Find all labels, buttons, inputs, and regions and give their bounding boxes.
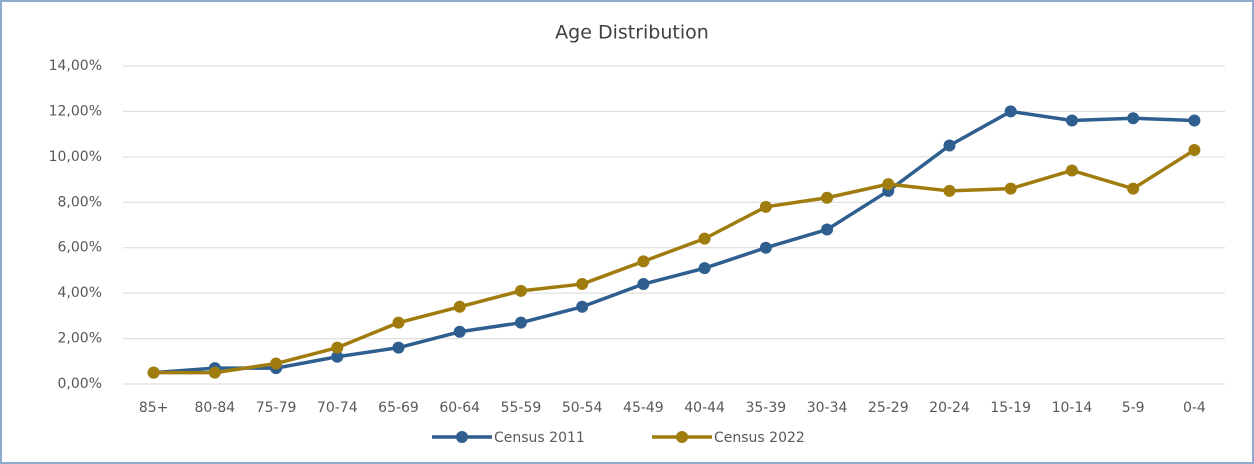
data-point [331, 341, 344, 354]
data-point [637, 255, 650, 268]
data-point [821, 223, 834, 236]
x-tick-label: 35-39 [745, 400, 786, 416]
x-tick-label: 25-29 [868, 400, 909, 416]
x-tick-label: 10-14 [1052, 400, 1093, 416]
data-point [943, 139, 956, 152]
data-point [453, 325, 466, 338]
data-point [1127, 182, 1140, 195]
data-point [882, 178, 895, 191]
data-point [576, 300, 589, 313]
data-point [514, 284, 527, 297]
y-tick-label: 2,00% [58, 331, 102, 347]
legend-label: Census 2011 [494, 430, 585, 446]
data-point [1004, 182, 1017, 195]
data-point [698, 262, 711, 275]
y-tick-label: 6,00% [58, 240, 102, 256]
x-tick-label: 15-19 [990, 400, 1031, 416]
y-tick-label: 14,00% [49, 58, 102, 74]
x-tick-label: 55-59 [501, 400, 542, 416]
data-point [208, 366, 221, 379]
y-tick-label: 4,00% [58, 285, 102, 301]
x-tick-label: 60-64 [439, 400, 480, 416]
data-point [514, 316, 527, 329]
data-point [576, 278, 589, 291]
series-line [153, 109, 1195, 375]
x-tick-label: 50-54 [562, 400, 603, 416]
x-tick-label: 85+ [139, 400, 169, 416]
legend-marker [676, 431, 688, 443]
y-tick-label: 8,00% [58, 194, 102, 210]
x-tick-label: 40-44 [684, 400, 725, 416]
data-point [147, 366, 160, 379]
data-point [759, 241, 772, 254]
data-point [270, 357, 283, 370]
x-tick-label: 45-49 [623, 400, 664, 416]
data-point [637, 278, 650, 291]
x-tick-label: 65-69 [378, 400, 419, 416]
data-point [759, 200, 772, 213]
y-tick-label: 10,00% [49, 149, 102, 165]
x-tick-label: 30-34 [807, 400, 848, 416]
data-point [1127, 112, 1140, 125]
x-tick-label: 75-79 [256, 400, 297, 416]
data-point [821, 191, 834, 204]
x-tick-label: 70-74 [317, 400, 358, 416]
data-point [1188, 144, 1201, 157]
legend-marker [456, 431, 468, 443]
y-tick-label: 0,00% [58, 376, 102, 392]
data-point [1188, 114, 1201, 127]
data-point [698, 232, 711, 245]
data-point [331, 350, 344, 363]
data-point [1065, 164, 1078, 177]
data-point [943, 184, 956, 197]
x-tick-label: 0-4 [1183, 400, 1206, 416]
x-tick-label: 5-9 [1122, 400, 1145, 416]
data-point [1004, 105, 1017, 118]
data-point [392, 316, 405, 329]
series-line [153, 148, 1196, 375]
data-point [1065, 114, 1078, 127]
x-tick-label: 80-84 [194, 400, 235, 416]
y-tick-label: 12,00% [49, 103, 102, 119]
data-point [392, 341, 405, 354]
x-tick-label: 20-24 [929, 400, 970, 416]
data-point [453, 300, 466, 313]
chart-title: Age Distribution [555, 22, 709, 44]
legend-label: Census 2022 [714, 430, 805, 446]
